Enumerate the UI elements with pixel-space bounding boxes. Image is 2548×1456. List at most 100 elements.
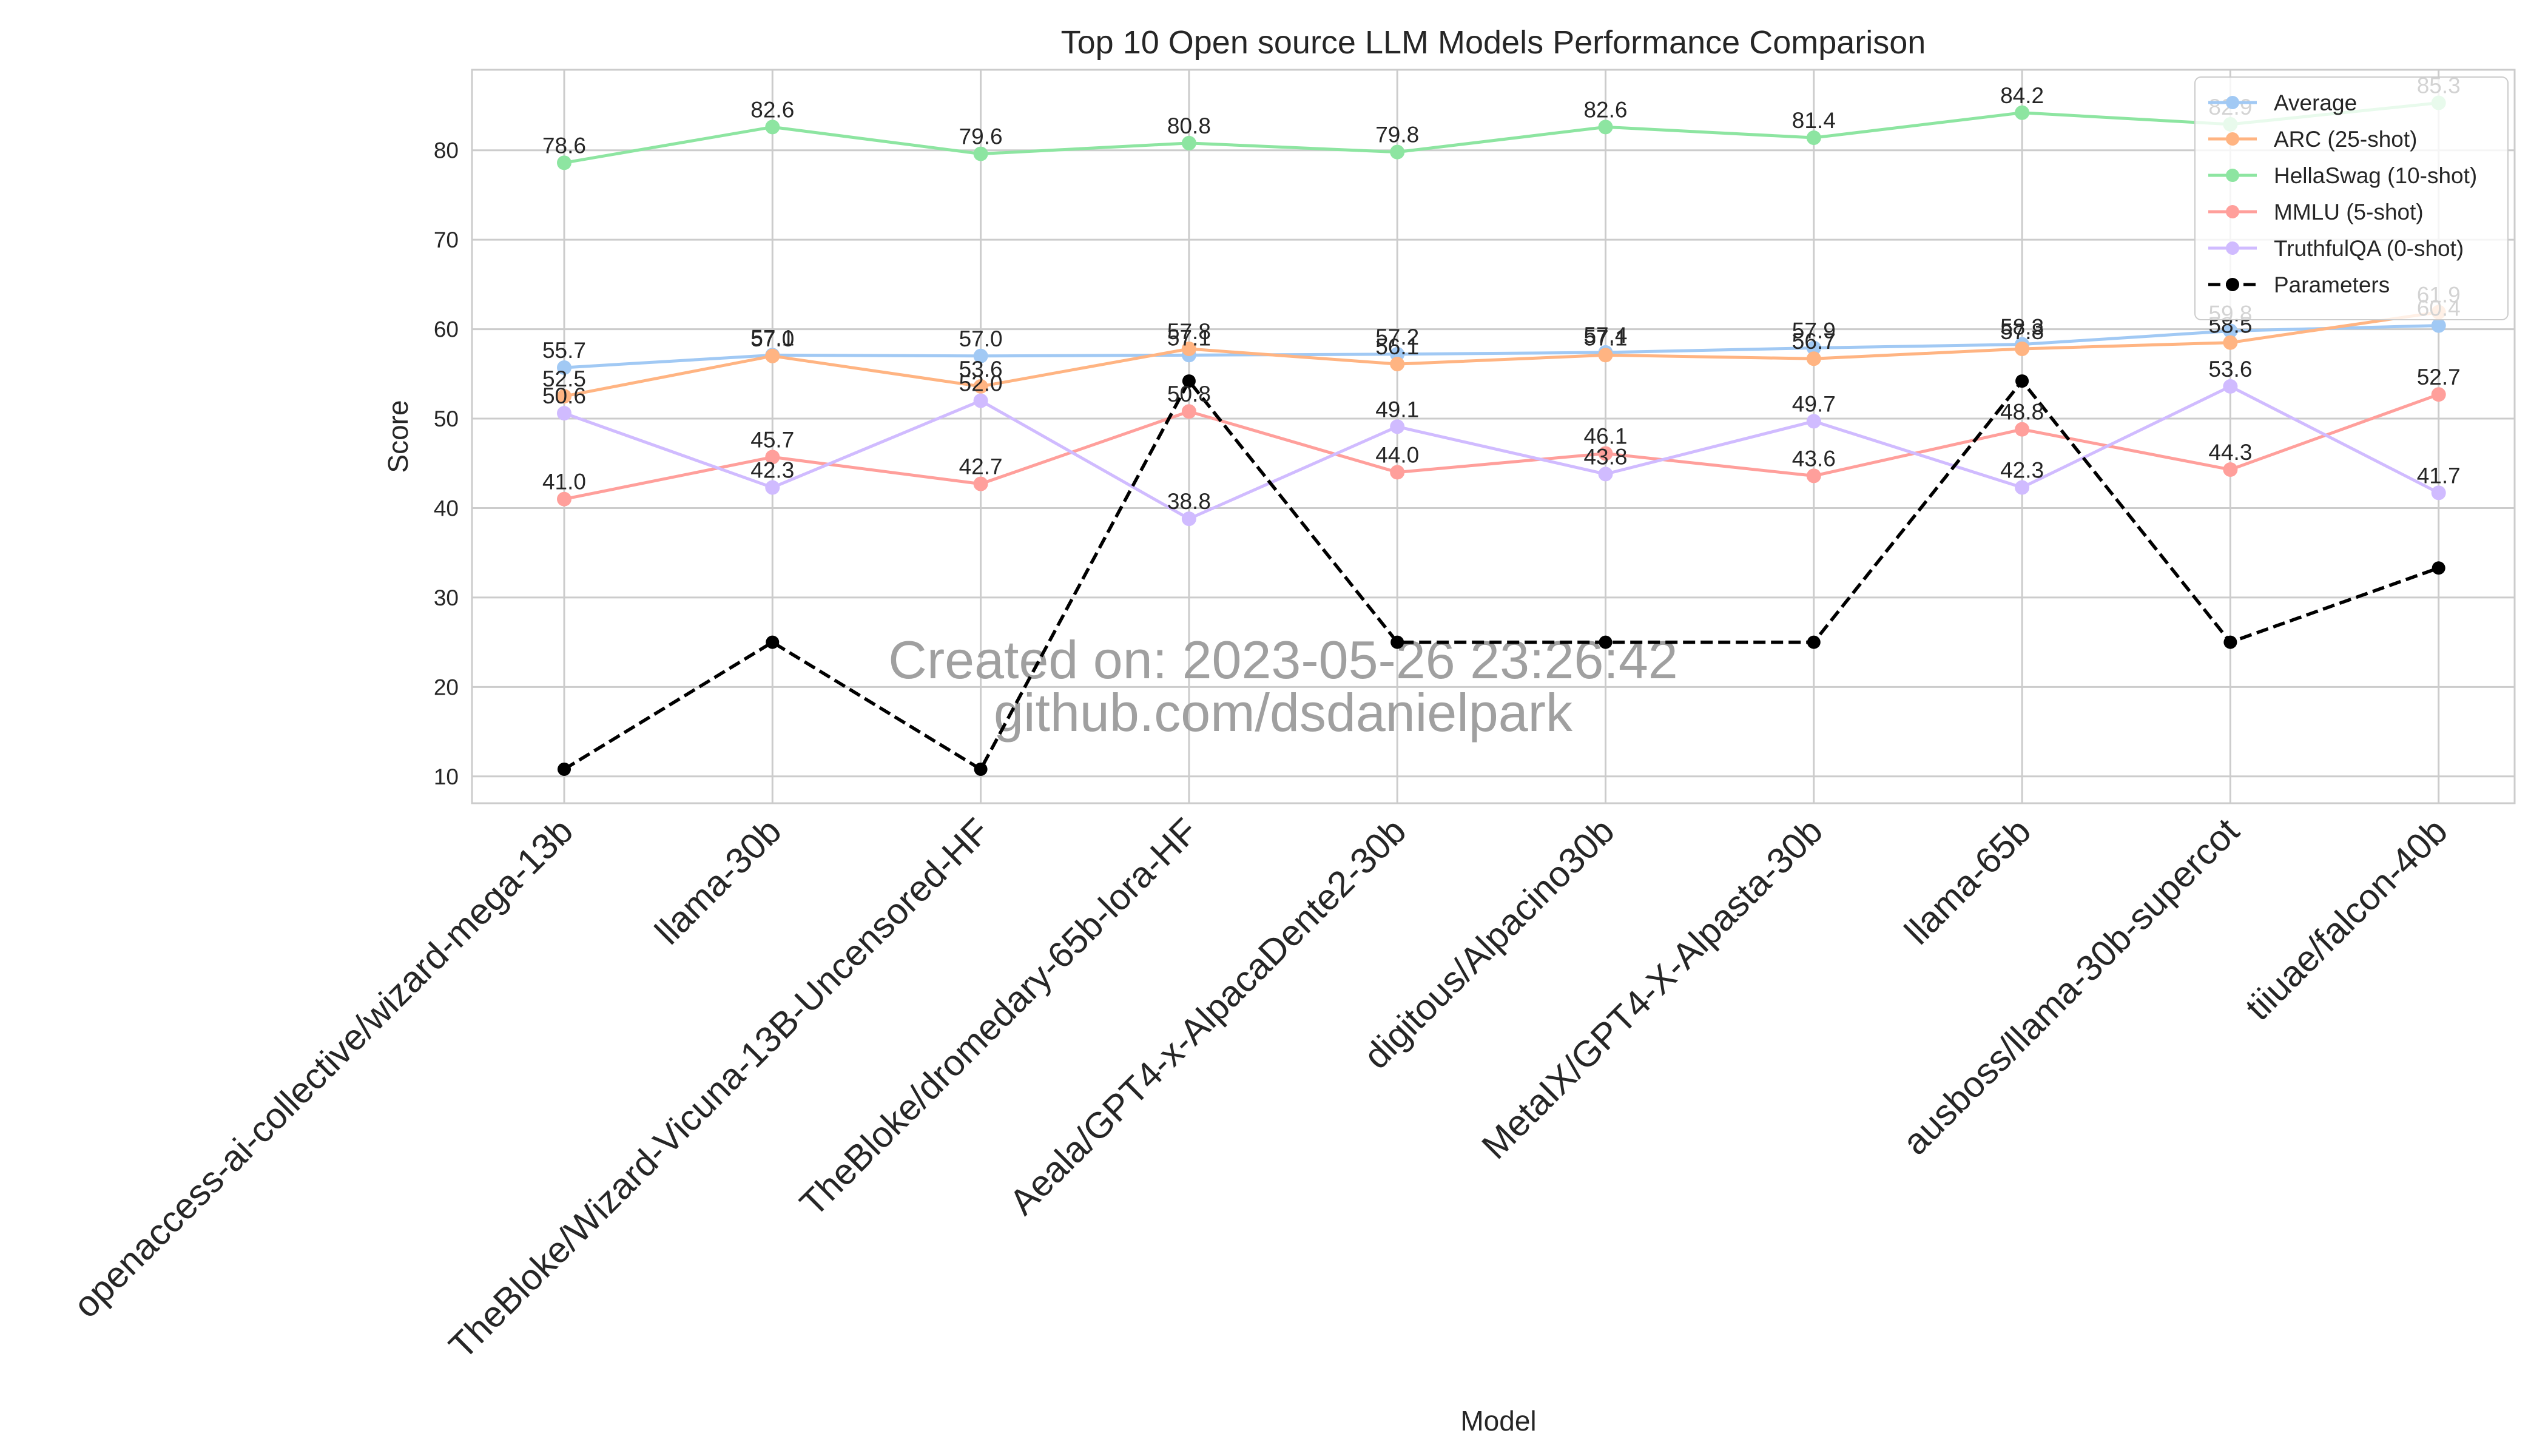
legend-label: HellaSwag (10-shot) [2274,163,2477,188]
series-group [557,95,2446,776]
legend-swatch-marker [2226,205,2239,218]
data-label: 57.1 [1583,325,1627,350]
data-point [2223,462,2238,477]
watermark-line-2: github.com/dsdanielpark [994,682,1573,743]
data-point [1806,351,1821,366]
data-point [1181,404,1196,419]
data-point [1598,446,1613,461]
legend-item-average: Average [2208,90,2357,115]
data-label: 57.1 [1167,325,1211,350]
data-point [1182,374,1196,388]
legend-label: MMLU (5-shot) [2274,200,2424,224]
data-label: 53.6 [2208,357,2252,382]
data-label: 45.7 [750,427,794,452]
data-label: 57.8 [1167,319,1211,344]
data-label: 82.6 [750,97,794,122]
data-point [2015,374,2029,388]
data-label: 79.8 [1375,123,1419,147]
data-label: 58.3 [2000,315,2044,340]
series-arc-25-shot [557,305,2446,404]
y-axis-ticks: 10 20 30 40 50 60 70 80 [434,138,459,789]
grid-lines [472,70,2515,803]
legend-swatch-marker [2226,169,2239,182]
data-label: 49.1 [1375,397,1419,422]
data-labels-group: 55.757.157.057.157.257.457.958.359.860.4… [542,73,2461,514]
data-point [2223,635,2237,649]
data-label: 50.6 [542,383,586,408]
legend-swatch-marker [2226,132,2239,146]
data-point [557,491,571,507]
data-label: 79.6 [959,124,1003,149]
data-label: 41.0 [542,470,586,494]
data-point [2431,318,2446,333]
series-parameters [558,374,2445,776]
data-point [1390,144,1405,160]
data-point [973,348,988,363]
series-average [557,318,2446,375]
series-line-truthfulqa-0-shot [564,385,2439,521]
data-point [1599,635,1613,649]
legend-label: Parameters [2274,272,2390,297]
legend-label: ARC (25-shot) [2274,127,2417,152]
data-point [2223,323,2238,339]
data-point [765,450,780,465]
data-point [2432,561,2445,575]
data-label: 57.8 [2000,319,2044,344]
data-label: 46.1 [1583,424,1627,449]
data-point [1390,419,1405,434]
data-label: 42.3 [2000,458,2044,483]
data-label: 42.7 [959,454,1003,479]
series-line-hellaswag-10-shot [564,101,2439,164]
data-point [2431,485,2446,500]
legend-swatch-marker [2226,96,2239,109]
data-label: 42.3 [750,458,794,483]
data-point [557,360,571,375]
legend-swatch-marker [2226,278,2239,291]
watermark-line-1: Created on: 2023-05-26 23:26:42 [888,630,1677,690]
data-point [1598,467,1613,482]
data-point [2223,335,2238,350]
data-point [1598,120,1613,135]
legend-box [2194,76,2509,320]
data-label: 57.9 [1792,318,1836,343]
y-tick-label: 80 [434,138,459,163]
y-axis-label: Score [382,400,414,473]
data-label: 41.7 [2417,463,2461,488]
data-label: 57.0 [959,326,1003,351]
data-point [1806,130,1821,146]
data-point [973,393,988,408]
data-point [557,155,571,170]
data-label: 43.8 [1583,444,1627,469]
data-label: 38.8 [1167,489,1211,514]
data-label: 57.2 [1375,325,1419,349]
legend-swatch-marker [2226,241,2239,255]
data-label: 78.6 [542,133,586,158]
data-label: 48.8 [2000,400,2044,425]
data-point [1807,635,1821,649]
data-label: 52.0 [959,371,1003,396]
data-label: 84.2 [2000,83,2044,108]
data-point [1390,635,1404,649]
series-mmlu-5-shot [557,387,2446,507]
data-point [974,762,988,776]
y-tick-label: 30 [434,585,459,610]
series-line-mmlu-5-shot [564,393,2439,501]
series-truthfulqa-0-shot [557,379,2446,527]
data-point [1181,342,1196,357]
legend-item-truthfulqa-0-shot: TruthfulQA (0-shot) [2208,236,2464,261]
data-point [1390,357,1405,372]
data-point [1598,348,1613,363]
data-label: 49.7 [1792,391,1836,416]
data-label: 56.1 [1375,334,1419,359]
data-point [2223,379,2238,394]
data-label: 56.7 [1792,329,1836,354]
x-axis-label: Model [1460,1405,1536,1437]
data-point [973,476,988,491]
data-point [557,389,571,404]
legend-item-hellaswag-10-shot: HellaSwag (10-shot) [2208,163,2477,188]
legend-item-arc-25-shot: ARC (25-shot) [2208,127,2417,152]
plot-frame [471,69,2516,804]
data-point [1806,414,1821,429]
